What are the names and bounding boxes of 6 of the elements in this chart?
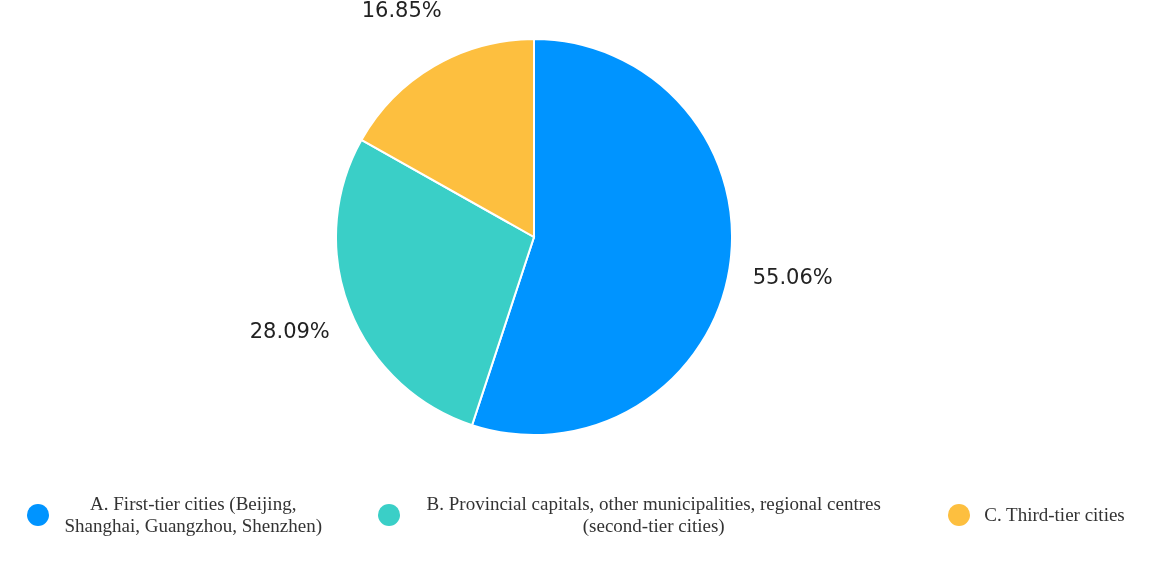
legend-label: B. Provincial capitals, other municipalities, regional centres (second-tier cities) xyxy=(425,493,882,537)
data-label: 28.09% xyxy=(249,318,330,343)
legend-label: C. Third-tier cities xyxy=(984,504,1125,526)
legend-label: A. First-tier cities (Beijing, Shanghai, Guangzhou, Shenzhen) xyxy=(63,493,323,537)
data-label: 55.06% xyxy=(752,265,833,290)
data-label: 16.85% xyxy=(361,0,442,22)
